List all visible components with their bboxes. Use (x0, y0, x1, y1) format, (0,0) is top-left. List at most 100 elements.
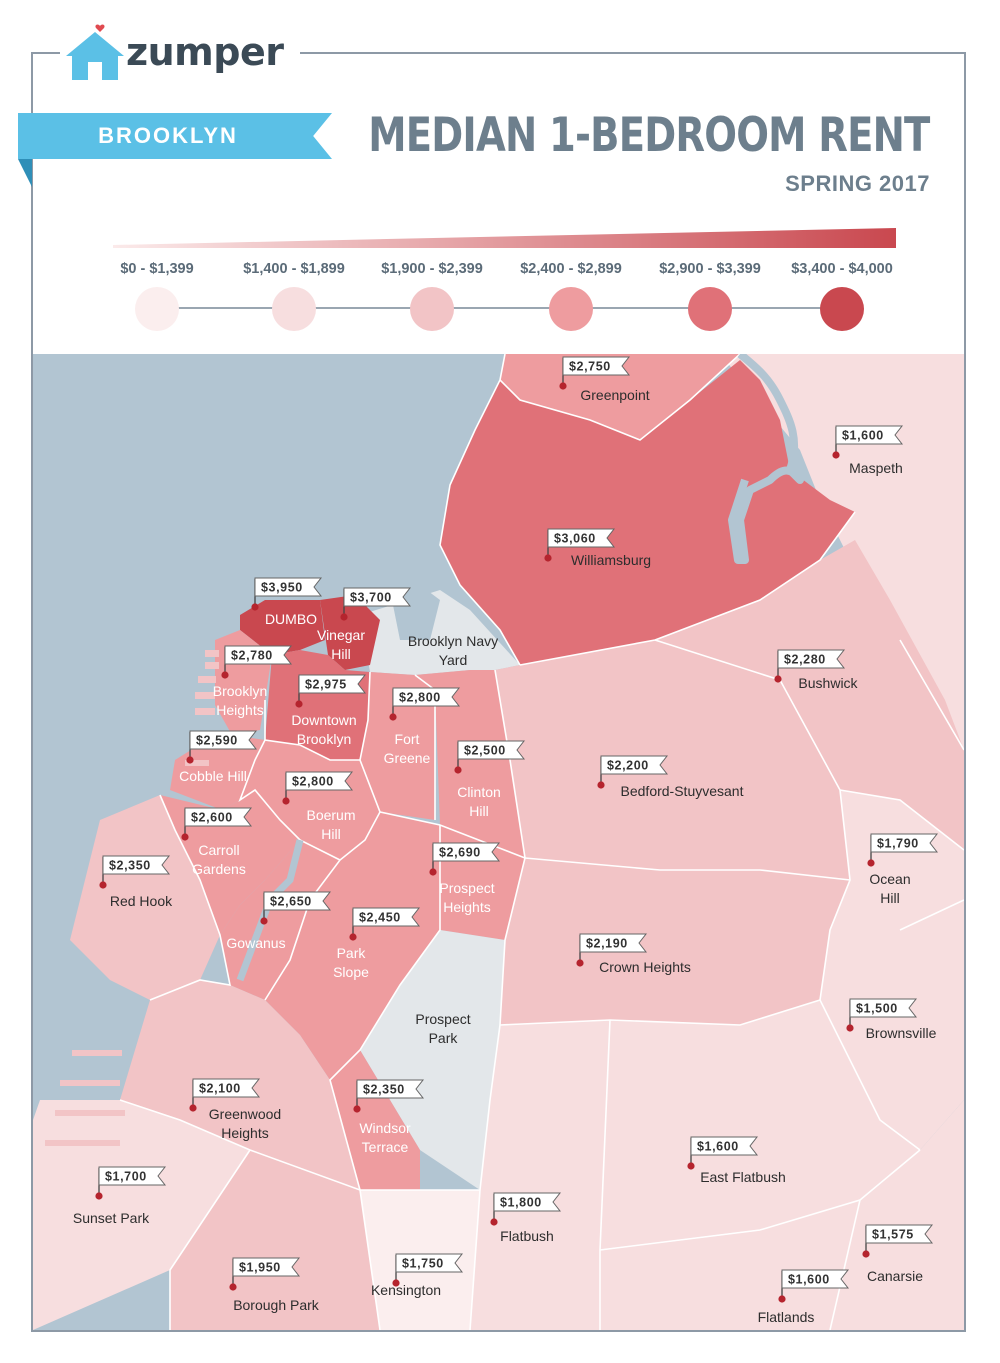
marker-canarsie: $1,575 Canarsie (862, 1224, 934, 1284)
price-flag (395, 1253, 464, 1273)
rent-value: $2,975 (305, 678, 347, 692)
marker-boerum-hill: $2,800 Boerum Hill (282, 771, 356, 842)
location-dot (349, 933, 357, 941)
region-east-flatbush (600, 1000, 920, 1250)
neighborhood-name: Kensington (371, 1282, 441, 1298)
neighborhood-name: Brooklyn Heights (213, 683, 267, 718)
price-flag (254, 577, 323, 597)
location-dot (340, 613, 348, 621)
legend-swatch-5 (820, 287, 864, 331)
newtown-creek (728, 354, 804, 564)
neighborhood-name: Bedford-Stuyvesant (621, 783, 744, 799)
marker-bushwick: $2,280 Bushwick (774, 649, 859, 691)
location-dot (862, 1250, 870, 1258)
price-flag (392, 687, 461, 707)
neighborhood-name: Canarsie (867, 1268, 923, 1284)
location-dot (544, 554, 552, 562)
rent-value: $3,060 (554, 532, 596, 546)
neighborhood-name: Crown Heights (599, 959, 691, 975)
neighborhood-name: Greenpoint (580, 387, 649, 403)
borough-banner (18, 113, 332, 159)
marker-williamsburg: $3,060 Williamsburg (544, 528, 651, 568)
location-dot (778, 1295, 786, 1303)
rent-value: $2,100 (199, 1082, 241, 1096)
rent-value: $2,750 (569, 360, 611, 374)
region-maspeth (720, 354, 964, 750)
price-flag (192, 1078, 261, 1098)
neighborhood-name: Park Slope (333, 945, 369, 980)
location-dot (295, 700, 303, 708)
rent-value: $1,750 (402, 1257, 444, 1271)
price-flag (432, 842, 501, 862)
price-flag (493, 1192, 562, 1212)
region-canarsie (830, 1100, 964, 1330)
location-dot (260, 917, 268, 925)
region-windsor-terrace (330, 1050, 420, 1190)
location-dot (189, 1104, 197, 1112)
marker-prospect-park: Prospect Park (415, 1011, 470, 1046)
price-flag (600, 755, 669, 775)
location-dot (559, 382, 567, 390)
marker-greenwood-heights: $2,100 Greenwood Heights (189, 1078, 281, 1141)
marker-prospect-heights: $2,690 Prospect Heights (429, 842, 501, 915)
neighborhood-name: Brownsville (866, 1025, 937, 1041)
rent-value: $1,950 (239, 1261, 281, 1275)
region-flatbush (470, 1020, 610, 1330)
marker-carroll-gardens: $2,600 Carroll Gardens (181, 807, 253, 877)
region-williamsburg (440, 360, 855, 665)
region-clinton-hill (415, 670, 525, 858)
rent-value: $3,700 (350, 591, 392, 605)
rent-value: $1,600 (842, 429, 884, 443)
region-vinegar-hill (320, 595, 380, 670)
borough-label: BROOKLYN (98, 123, 238, 148)
location-dot (392, 1279, 400, 1287)
location-dot (867, 859, 875, 867)
location-dot (353, 1105, 361, 1113)
neighborhood-name: Williamsburg (571, 552, 651, 568)
legend-label-0: $0 - $1,399 (120, 261, 194, 277)
rent-value: $2,200 (607, 759, 649, 773)
rent-value: $1,600 (788, 1273, 830, 1287)
marker-downtown-brooklyn: $2,975 Downtown Brooklyn (291, 674, 367, 747)
neighborhood-name: Flatbush (500, 1228, 554, 1244)
legend-swatch-4 (688, 287, 732, 331)
price-flag (189, 730, 258, 750)
neighborhood-name: Downtown Brooklyn (291, 712, 356, 747)
location-dot (95, 1192, 103, 1200)
price-flag (835, 425, 904, 445)
neighborhood-name: Ocean Hill (869, 871, 910, 906)
markers: $2,750 Greenpoint $1,600 Maspeth $3,060 Willi… (73, 356, 939, 1325)
price-flag (865, 1224, 934, 1244)
legend-label-3: $2,400 - $2,899 (520, 261, 622, 277)
price-flag (184, 807, 253, 827)
price-flag (285, 771, 354, 791)
region-sunset-park (33, 1100, 250, 1330)
price-flag (98, 1166, 167, 1186)
neighborhood-name: Brooklyn Navy Yard (408, 633, 498, 668)
neighborhood-name: Red Hook (110, 893, 173, 909)
heart-icon (95, 24, 105, 32)
rent-value: $1,575 (872, 1228, 914, 1242)
region-fort-greene (360, 672, 435, 820)
marker-vinegar-hill: $3,700 Vinegar Hill (317, 587, 412, 662)
neighborhood-name: Clinton Hill (457, 784, 501, 819)
price-flag (343, 587, 412, 607)
marker-fort-greene: $2,800 Fort Greene (384, 687, 461, 766)
region-bushwick (655, 540, 964, 850)
piers (45, 650, 219, 1146)
price-flag (562, 356, 631, 376)
marker-brownsville: $1,500 Brownsville (846, 998, 937, 1041)
region-boerum-hill (240, 740, 380, 860)
region-prospect-park (360, 930, 505, 1190)
region-park-slope (265, 812, 440, 1080)
marker-gowanus: $2,650 Gowanus (226, 891, 332, 951)
price-flag (263, 891, 332, 911)
price-flag (232, 1257, 301, 1277)
rent-value: $2,190 (586, 937, 628, 951)
logo (60, 22, 300, 86)
neighborhood-name: Prospect Park (415, 1011, 470, 1046)
rent-value: $1,790 (877, 837, 919, 851)
legend-label-1: $1,400 - $1,899 (243, 261, 345, 277)
price-flag (102, 855, 171, 875)
